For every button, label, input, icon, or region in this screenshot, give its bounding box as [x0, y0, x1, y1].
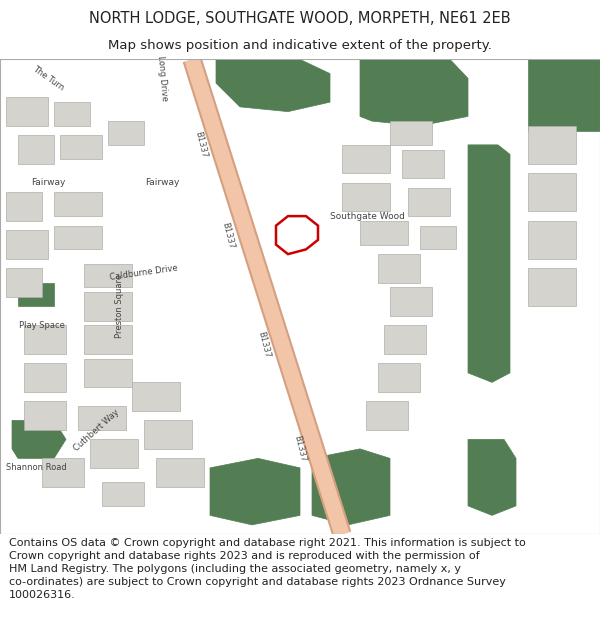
Text: Cuthbert Way: Cuthbert Way [71, 408, 121, 452]
Polygon shape [24, 363, 66, 392]
Polygon shape [132, 382, 180, 411]
Text: Long Drive: Long Drive [155, 55, 169, 101]
Polygon shape [402, 149, 444, 178]
Polygon shape [84, 292, 132, 321]
Polygon shape [390, 121, 432, 145]
Polygon shape [18, 282, 54, 306]
Polygon shape [210, 458, 300, 525]
Polygon shape [6, 231, 48, 259]
Polygon shape [12, 421, 66, 458]
Polygon shape [408, 188, 450, 216]
Polygon shape [420, 226, 456, 249]
Polygon shape [360, 59, 468, 126]
Polygon shape [78, 406, 126, 430]
Text: NORTH LODGE, SOUTHGATE WOOD, MORPETH, NE61 2EB: NORTH LODGE, SOUTHGATE WOOD, MORPETH, NE… [89, 11, 511, 26]
Polygon shape [6, 268, 42, 297]
Polygon shape [54, 102, 90, 126]
Text: Fairway: Fairway [145, 178, 179, 187]
Polygon shape [54, 192, 102, 216]
Text: B1337: B1337 [193, 131, 209, 159]
Polygon shape [528, 59, 600, 131]
Polygon shape [42, 458, 84, 487]
Polygon shape [144, 421, 192, 449]
Polygon shape [528, 221, 576, 259]
Polygon shape [468, 439, 516, 516]
Text: B1337: B1337 [292, 434, 308, 463]
Text: Fairway: Fairway [31, 178, 65, 187]
Text: Preston Square: Preston Square [115, 274, 125, 339]
Text: Southgate Wood: Southgate Wood [330, 212, 405, 221]
Polygon shape [84, 326, 132, 354]
Polygon shape [84, 264, 132, 288]
Polygon shape [528, 126, 576, 164]
Polygon shape [84, 359, 132, 387]
Text: B1337: B1337 [256, 330, 272, 359]
Text: The Turn: The Turn [31, 64, 65, 92]
Polygon shape [528, 268, 576, 306]
Text: Caldburne Drive: Caldburne Drive [109, 264, 179, 282]
Polygon shape [6, 192, 42, 221]
Polygon shape [216, 59, 330, 112]
Polygon shape [390, 288, 432, 316]
Polygon shape [6, 98, 48, 126]
Text: Contains OS data © Crown copyright and database right 2021. This information is : Contains OS data © Crown copyright and d… [9, 538, 526, 600]
Text: Map shows position and indicative extent of the property.: Map shows position and indicative extent… [108, 39, 492, 52]
Polygon shape [378, 363, 420, 392]
Polygon shape [18, 136, 54, 164]
Polygon shape [156, 458, 204, 487]
Polygon shape [378, 254, 420, 282]
Polygon shape [102, 482, 144, 506]
Polygon shape [468, 145, 510, 382]
Polygon shape [342, 183, 390, 211]
Polygon shape [342, 145, 390, 173]
Polygon shape [366, 401, 408, 430]
Polygon shape [54, 226, 102, 249]
Polygon shape [108, 121, 144, 145]
Polygon shape [528, 173, 576, 211]
Polygon shape [24, 326, 66, 354]
Polygon shape [360, 221, 408, 244]
Polygon shape [60, 136, 102, 159]
Polygon shape [312, 449, 390, 525]
Polygon shape [24, 401, 66, 430]
Text: Play Space: Play Space [19, 321, 65, 330]
Polygon shape [384, 326, 426, 354]
Polygon shape [90, 439, 138, 468]
Text: B1337: B1337 [220, 221, 236, 249]
Text: Shannon Road: Shannon Road [5, 463, 67, 472]
